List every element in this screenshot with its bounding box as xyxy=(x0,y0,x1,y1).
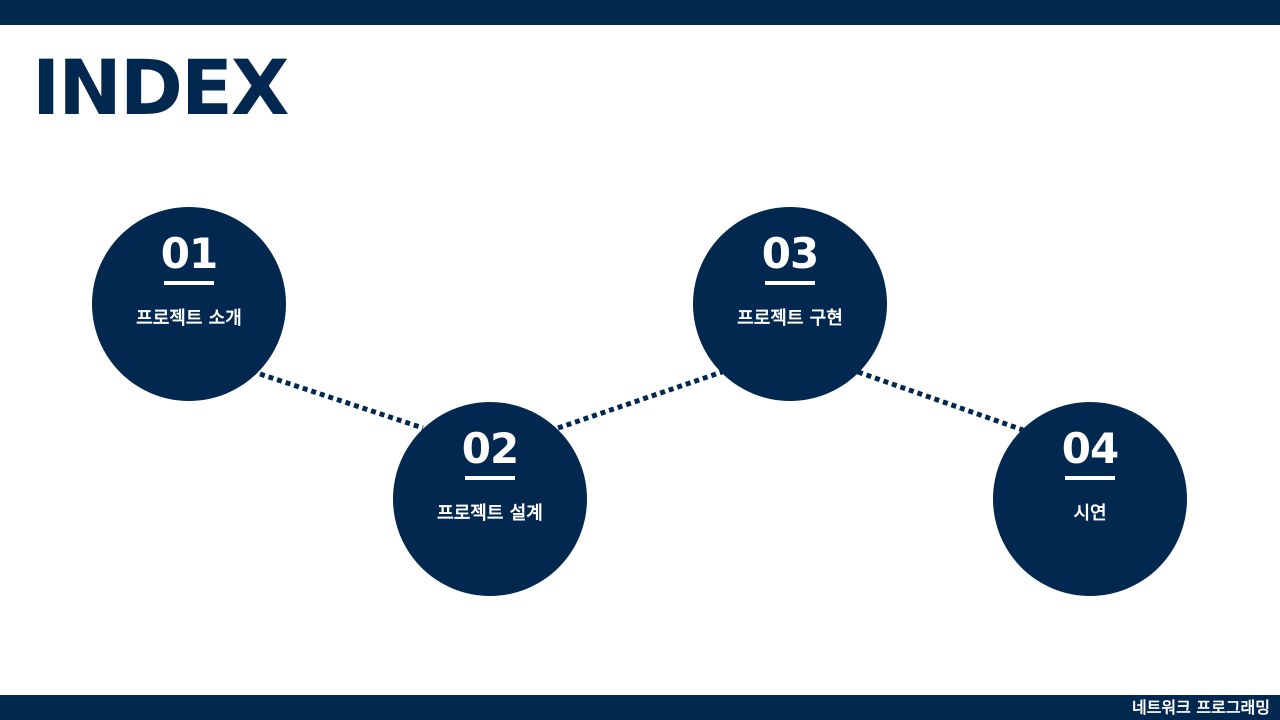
index-number: 03 xyxy=(761,229,819,278)
index-label: 프로젝트 구현 xyxy=(737,308,843,329)
index-number: 01 xyxy=(160,229,218,278)
index-item-1: 01 프로젝트 소개 xyxy=(92,207,286,401)
number-underline xyxy=(1065,476,1115,480)
page-title: INDEX xyxy=(32,43,289,132)
index-label: 프로젝트 설계 xyxy=(437,503,543,524)
connector-2-3 xyxy=(557,369,723,431)
top-bar xyxy=(0,0,1280,25)
number-underline xyxy=(465,476,515,480)
index-label: 프로젝트 소개 xyxy=(136,308,242,329)
index-label: 시연 xyxy=(1073,503,1107,524)
index-item-4: 04 시연 xyxy=(993,402,1187,596)
index-number: 02 xyxy=(461,424,519,473)
index-item-2: 02 프로젝트 설계 xyxy=(393,402,587,596)
connector-1-2 xyxy=(259,371,424,431)
index-number: 04 xyxy=(1061,424,1119,473)
bottom-bar: 네트워크 프로그래밍 xyxy=(0,695,1280,720)
connector-3-4 xyxy=(857,369,1024,433)
index-item-3: 03 프로젝트 구현 xyxy=(693,207,887,401)
footer-course-title: 네트워크 프로그래밍 xyxy=(1131,698,1270,717)
number-underline xyxy=(765,281,815,285)
number-underline xyxy=(164,281,214,285)
